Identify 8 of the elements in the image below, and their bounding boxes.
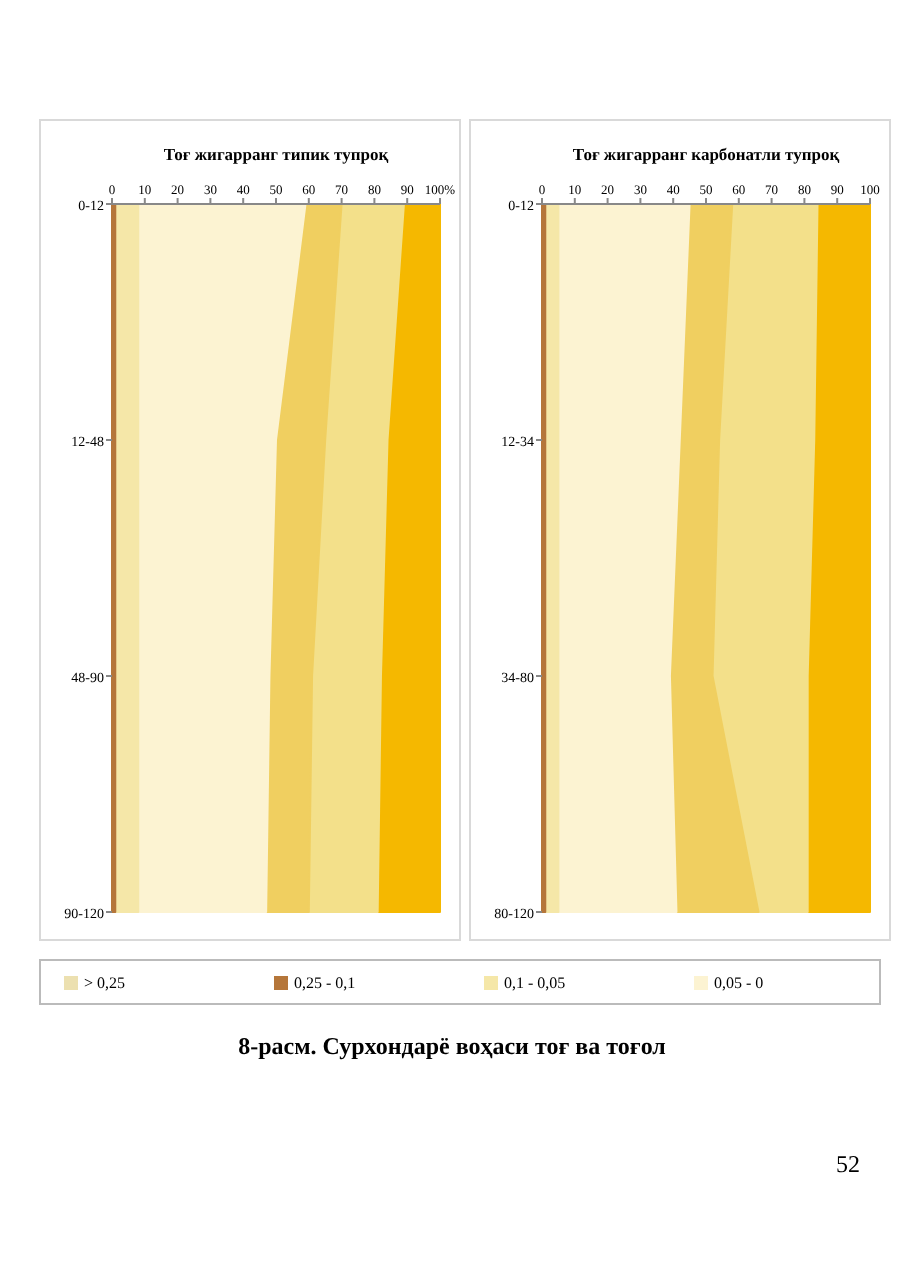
chart-title: Тоғ жигарранг типик тупроқ <box>163 144 389 164</box>
legend-label: > 0,25 <box>84 974 126 992</box>
chart-title: Тоғ жигарранг карбонатли тупроқ <box>572 144 840 164</box>
legend-label: 0,05 - 0 <box>714 974 764 992</box>
text: 8-расм. Сурхондарё воҳаси тоғ ва тоғол <box>238 1032 667 1060</box>
text: 52 <box>836 1150 860 1178</box>
legend-label: 0,1 - 0,05 <box>504 974 566 992</box>
legend-label: 0,25 - 0,1 <box>294 974 356 992</box>
